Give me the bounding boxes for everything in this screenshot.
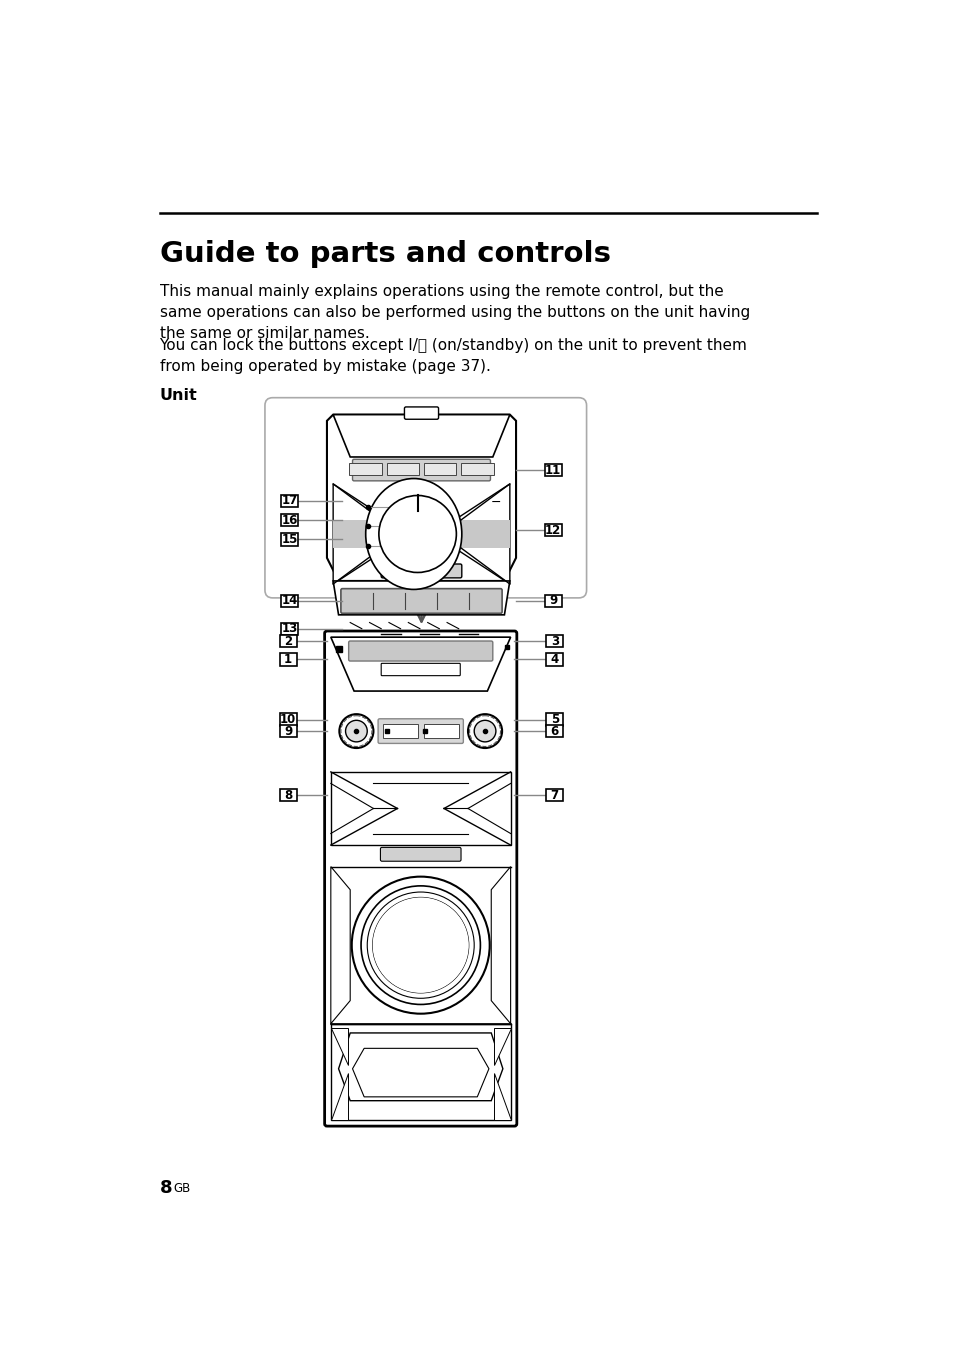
Bar — [279, 635, 296, 647]
Text: 11: 11 — [544, 464, 560, 476]
Polygon shape — [333, 581, 509, 615]
Polygon shape — [353, 1049, 488, 1096]
FancyBboxPatch shape — [380, 847, 460, 862]
Bar — [281, 623, 298, 635]
Text: 14: 14 — [281, 594, 297, 608]
Text: 6: 6 — [550, 725, 558, 738]
Bar — [460, 463, 493, 475]
Polygon shape — [491, 867, 510, 1023]
Bar — [279, 714, 296, 726]
Bar — [349, 463, 381, 475]
FancyBboxPatch shape — [377, 719, 463, 744]
Text: 10: 10 — [280, 712, 296, 726]
Bar — [281, 594, 298, 607]
Text: 17: 17 — [281, 494, 297, 508]
Text: 9: 9 — [284, 725, 292, 738]
Text: Guide to parts and controls: Guide to parts and controls — [159, 240, 610, 267]
FancyBboxPatch shape — [353, 459, 490, 480]
Polygon shape — [331, 638, 510, 691]
Ellipse shape — [365, 479, 461, 589]
Text: 7: 7 — [550, 788, 558, 802]
Text: 3: 3 — [550, 635, 558, 647]
FancyBboxPatch shape — [348, 641, 493, 661]
Polygon shape — [338, 1033, 502, 1101]
Polygon shape — [433, 484, 509, 584]
Bar — [544, 464, 561, 476]
Circle shape — [373, 897, 468, 993]
Text: You can lock the buttons except I/⏻ (on/standby) on the unit to prevent them
fro: You can lock the buttons except I/⏻ (on/… — [159, 338, 746, 375]
Text: 5: 5 — [550, 712, 558, 726]
Bar — [281, 514, 298, 527]
Polygon shape — [331, 772, 510, 845]
FancyBboxPatch shape — [404, 407, 438, 419]
Text: 13: 13 — [281, 623, 297, 635]
FancyBboxPatch shape — [381, 565, 461, 578]
FancyBboxPatch shape — [340, 589, 501, 613]
Text: −: − — [490, 495, 500, 509]
FancyBboxPatch shape — [324, 631, 517, 1126]
Polygon shape — [493, 1027, 510, 1065]
Bar — [281, 533, 298, 546]
Text: 12: 12 — [544, 524, 560, 536]
Polygon shape — [333, 484, 410, 584]
Text: 8: 8 — [159, 1179, 172, 1197]
Polygon shape — [331, 1027, 348, 1065]
Text: This manual mainly explains operations using the remote control, but the
same op: This manual mainly explains operations u… — [159, 284, 749, 341]
FancyBboxPatch shape — [265, 398, 586, 598]
Polygon shape — [333, 415, 509, 457]
Bar — [333, 520, 509, 548]
Bar — [544, 594, 561, 607]
Circle shape — [378, 495, 456, 573]
Bar — [279, 788, 296, 801]
Text: 2: 2 — [284, 635, 292, 647]
Text: 8: 8 — [284, 788, 292, 802]
Bar — [423, 463, 456, 475]
Polygon shape — [331, 867, 350, 1023]
Text: GB: GB — [173, 1182, 191, 1196]
Bar — [279, 653, 296, 666]
Bar — [544, 524, 561, 536]
Text: 1: 1 — [284, 653, 292, 666]
Circle shape — [339, 714, 373, 748]
Bar — [386, 463, 418, 475]
Bar — [281, 495, 298, 508]
Text: 4: 4 — [550, 653, 558, 666]
Bar — [546, 725, 562, 737]
Circle shape — [474, 721, 496, 742]
Polygon shape — [331, 1072, 348, 1120]
Text: 16: 16 — [281, 513, 297, 527]
Bar — [279, 725, 296, 737]
Bar — [546, 788, 562, 801]
Bar — [546, 653, 562, 666]
Bar — [382, 725, 417, 738]
Text: 15: 15 — [281, 533, 297, 546]
Polygon shape — [493, 1072, 510, 1120]
Bar — [423, 725, 458, 738]
Polygon shape — [331, 1023, 510, 1120]
Text: Unit: Unit — [159, 388, 197, 403]
Bar — [546, 714, 562, 726]
FancyBboxPatch shape — [381, 664, 459, 676]
Bar — [546, 635, 562, 647]
Circle shape — [468, 714, 501, 748]
Text: 9: 9 — [549, 594, 557, 608]
Polygon shape — [327, 415, 516, 581]
Circle shape — [345, 721, 367, 742]
